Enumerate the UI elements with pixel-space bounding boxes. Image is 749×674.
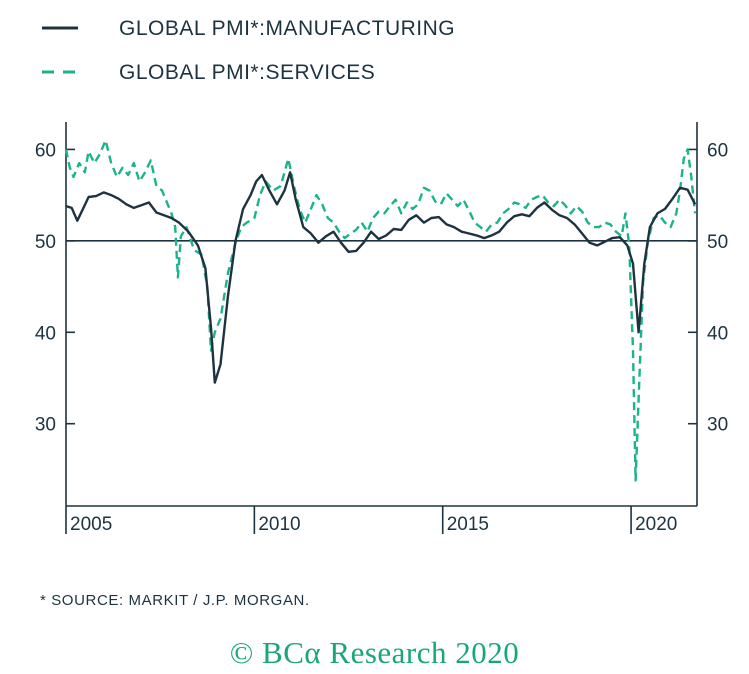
y-ticks: 30 30 40 40 50 50 60 60 — [35, 140, 728, 435]
y-tick-label-left-50: 50 — [35, 232, 56, 253]
y-tick-label-left-30: 30 — [35, 415, 56, 436]
legend-label-manufacturing: GLOBAL PMI*:MANUFACTURING — [119, 17, 455, 40]
y-tick-label-left-40: 40 — [35, 323, 56, 344]
x-tick-label-2020: 2020 — [635, 514, 677, 535]
x-ticks: 2005 2010 2015 2020 — [65, 506, 677, 535]
legend: GLOBAL PMI*:MANUFACTURING GLOBAL PMI*:SE… — [42, 17, 455, 84]
manufacturing-line — [65, 171, 697, 384]
services-line — [64, 139, 697, 482]
x-tick-label-2015: 2015 — [447, 514, 489, 535]
y-tick-label-right-30: 30 — [707, 415, 728, 436]
y-tick-label-right-60: 60 — [707, 140, 728, 161]
series-lines — [64, 139, 697, 482]
x-tick-label-2010: 2010 — [258, 514, 300, 535]
y-tick-label-left-60: 60 — [35, 140, 56, 161]
pmi-chart: GLOBAL PMI*:MANUFACTURING GLOBAL PMI*:SE… — [35, 17, 728, 535]
source-footnote: * SOURCE: MARKIT / J.P. MORGAN. — [40, 592, 310, 609]
x-tick-label-2005: 2005 — [70, 514, 112, 535]
copyright-text: © BCα Research 2020 — [229, 635, 520, 670]
legend-label-services: GLOBAL PMI*:SERVICES — [119, 61, 375, 84]
axes — [65, 122, 698, 507]
y-tick-label-right-40: 40 — [707, 323, 728, 344]
y-tick-label-right-50: 50 — [707, 232, 728, 253]
